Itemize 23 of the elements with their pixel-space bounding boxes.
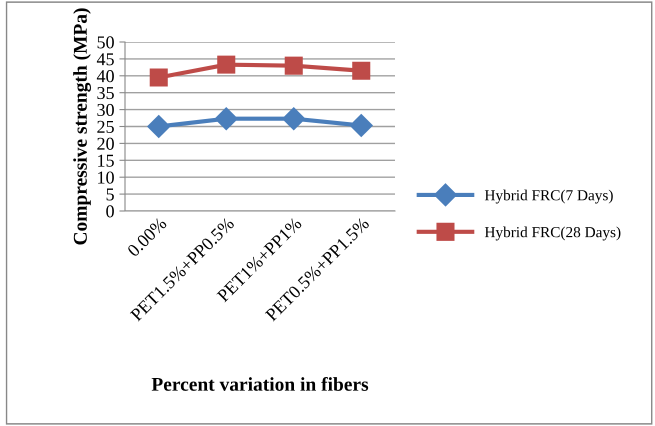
y-tick-label: 40 — [96, 70, 114, 82]
point — [352, 62, 370, 80]
y-tick-label: 0 — [106, 205, 114, 218]
y-tick-label: 15 — [98, 154, 114, 167]
y-tick-label: 30 — [97, 104, 114, 116]
y-tick-label: 20 — [97, 138, 114, 150]
y-tick-label: 10 — [98, 171, 114, 184]
point — [350, 114, 373, 137]
y-tick-label: 25 — [97, 120, 114, 133]
point — [147, 115, 170, 138]
y-tick-label: 45 — [96, 53, 114, 66]
point — [217, 56, 236, 74]
y-tick-label: 5 — [106, 188, 114, 201]
y-tick-label: 35 — [97, 87, 114, 100]
point — [284, 56, 303, 75]
point — [150, 68, 168, 87]
x-axis-title: Percent variation in fibers — [152, 376, 368, 391]
legend-label: Hybrid FRC(28 Days) — [484, 226, 620, 240]
y-tick-label: 50 — [98, 36, 114, 48]
point — [282, 107, 306, 130]
y-axis-title: Compressive strength (MPa) — [73, 8, 91, 245]
legend-label: Hybrid FRC(7 Days) — [484, 190, 613, 204]
point — [214, 107, 238, 130]
